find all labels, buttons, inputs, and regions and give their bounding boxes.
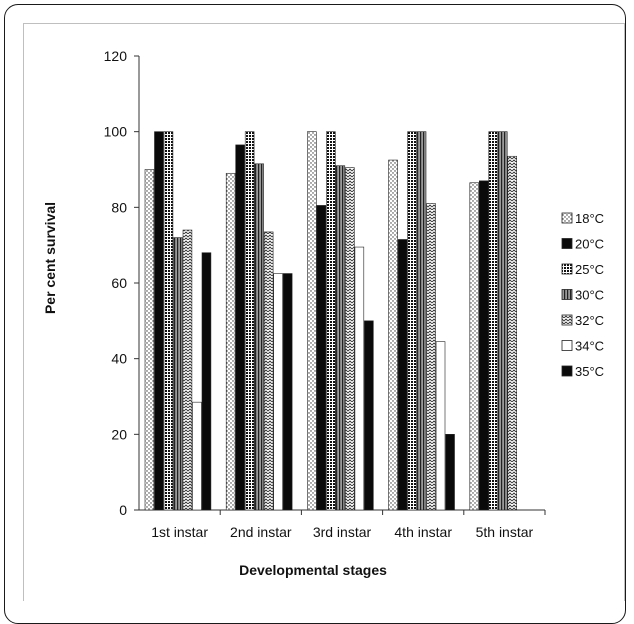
bar-32C-4 <box>426 203 436 511</box>
bar-20C-3 <box>316 205 327 511</box>
legend-swatch <box>561 365 573 377</box>
legend-swatch <box>561 238 573 249</box>
legend-label: 30°C <box>575 288 604 303</box>
legend-swatch <box>561 340 573 351</box>
y-axis-label: Per cent survival <box>42 202 58 314</box>
bar-35C-2 <box>282 273 293 511</box>
bar-32C-3 <box>345 167 355 511</box>
y-ticks: 0 20 40 60 80 100 120 <box>104 48 139 518</box>
bar-35C-4 <box>445 434 455 511</box>
bar-35C-1 <box>201 252 212 511</box>
x-ticks: 1st instar 2nd instar 3rd instar 4th instar… <box>151 510 546 540</box>
bar-18C-2 <box>225 172 236 511</box>
bar-20C-2 <box>235 144 245 511</box>
legend: 18°C 20°C 25°C 30°C 32°C 34°C 35°C <box>561 211 604 379</box>
bar-30C-1 <box>173 237 183 511</box>
bar-35C-3 <box>364 320 374 511</box>
bar-30C-4 <box>416 131 427 511</box>
y-tick-label: 20 <box>111 426 127 442</box>
x-tick-label: 1st instar <box>151 524 208 540</box>
y-tick-label: 60 <box>111 275 127 291</box>
bar-25C-5 <box>488 131 498 511</box>
bar-34C-3 <box>354 246 365 511</box>
bar-34C-4 <box>435 341 446 511</box>
bar-20C-4 <box>397 239 408 511</box>
bar-25C-2 <box>244 131 255 511</box>
bar-25C-3 <box>326 131 336 511</box>
bar-32C-2 <box>263 231 274 511</box>
legend-label: 18°C <box>575 211 604 226</box>
legend-label: 25°C <box>575 262 604 277</box>
legend-swatch <box>561 263 573 275</box>
bar-30C-2 <box>254 163 264 511</box>
bar-32C-5 <box>507 155 517 511</box>
bar-30C-3 <box>335 165 346 511</box>
bar-30C-5 <box>497 131 508 511</box>
x-tick-label: 2nd instar <box>230 524 292 540</box>
legend-swatch <box>561 289 573 300</box>
survival-bar-chart: 0 20 40 60 80 100 120 1st instar 2nd instar 3rd … <box>42 48 604 578</box>
bar-34C-1 <box>192 401 202 511</box>
legend-swatch <box>561 212 573 224</box>
y-tick-label: 40 <box>111 351 127 367</box>
bar-34C-2 <box>273 273 283 511</box>
bar-18C-1 <box>144 169 155 511</box>
x-tick-label: 4th instar <box>394 524 452 540</box>
y-tick-label: 100 <box>104 124 128 140</box>
legend-swatch <box>561 314 573 326</box>
bar-18C-4 <box>388 159 398 511</box>
bar-20C-5 <box>478 180 489 511</box>
bar-25C-1 <box>163 131 174 511</box>
y-tick-label: 80 <box>111 199 127 215</box>
y-tick-label: 120 <box>104 48 128 64</box>
y-tick-label: 0 <box>119 502 127 518</box>
bar-18C-5 <box>469 182 479 511</box>
legend-label: 32°C <box>575 313 604 328</box>
bar-32C-1 <box>182 229 193 511</box>
bar-18C-3 <box>307 131 317 511</box>
bars <box>144 131 517 511</box>
x-axis-label: Developmental stages <box>239 562 387 578</box>
legend-label: 34°C <box>575 339 604 354</box>
legend-label: 35°C <box>575 364 604 379</box>
bar-20C-1 <box>154 131 164 511</box>
legend-label: 20°C <box>575 237 604 252</box>
x-tick-label: 5th instar <box>476 524 534 540</box>
bar-25C-4 <box>407 131 417 511</box>
x-tick-label: 3rd instar <box>313 524 372 540</box>
